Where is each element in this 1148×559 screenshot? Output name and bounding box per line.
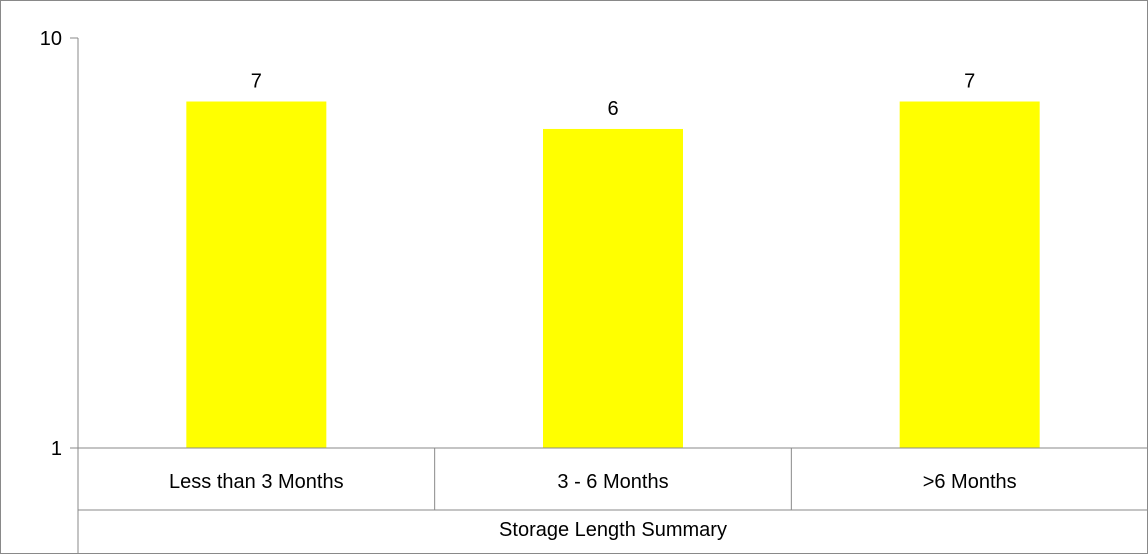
x-axis-title: Storage Length Summary bbox=[499, 519, 727, 541]
y-tick-label-1: 1 bbox=[51, 438, 62, 460]
category-label-2: 3 - 6 Months bbox=[557, 471, 668, 493]
data-label-3: 7 bbox=[964, 71, 975, 93]
data-label-2: 6 bbox=[607, 98, 618, 120]
bar-3 bbox=[899, 101, 1040, 449]
y-tick-label-2: 10 bbox=[40, 28, 62, 50]
category-label-1: Less than 3 Months bbox=[169, 471, 344, 493]
category-label-3: >6 Months bbox=[923, 471, 1017, 493]
data-label-1: 7 bbox=[251, 71, 262, 93]
bar-2 bbox=[543, 128, 683, 448]
bar-1 bbox=[186, 101, 327, 449]
